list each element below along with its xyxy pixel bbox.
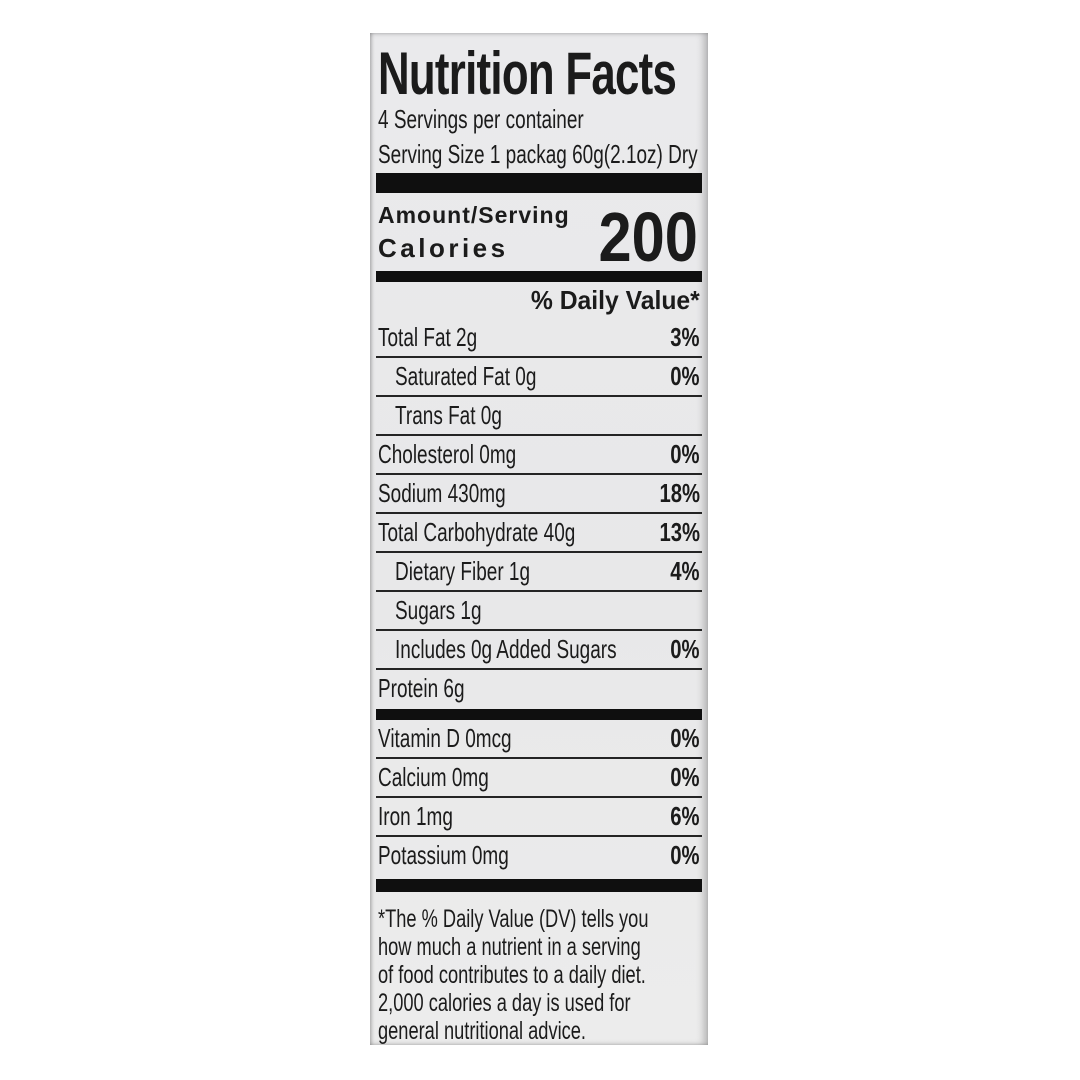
- daily-value-percent: 3%: [670, 322, 700, 352]
- nutrient-row: Dietary Fiber 1g 4%: [376, 553, 702, 592]
- thick-separator-bar: [376, 173, 702, 193]
- daily-value-percent: 13%: [659, 517, 700, 547]
- nutrient-name: Iron 1mg: [378, 801, 453, 831]
- nutrient-name: Saturated Fat 0g: [395, 361, 537, 391]
- daily-value-percent: 0%: [670, 762, 700, 792]
- nutrient-row: Includes 0g Added Sugars 0%: [376, 631, 702, 670]
- daily-value-percent: 0%: [670, 439, 700, 469]
- label-title: Nutrition Facts: [376, 40, 702, 107]
- nutrient-name: Potassium 0mg: [378, 840, 509, 870]
- nutrient-name: Sugars 1g: [395, 595, 482, 625]
- nutrient-name: Dietary Fiber 1g: [395, 556, 531, 586]
- nutrient-row: Potassium 0mg 0%: [376, 837, 702, 876]
- nutrient-row: Vitamin D 0mcg 0%: [376, 720, 702, 759]
- nutrient-row: Saturated Fat 0g 0%: [376, 358, 702, 397]
- daily-value-percent: 0%: [670, 723, 700, 753]
- nutrient-row: Protein 6g: [376, 670, 702, 709]
- nutrient-name: Cholesterol 0mg: [378, 439, 517, 469]
- nutrient-name: Protein 6g: [378, 673, 465, 703]
- nutrient-row: Total Carbohydrate 40g 13%: [376, 514, 702, 553]
- daily-value-header: % Daily Value*: [531, 285, 700, 315]
- daily-value-percent: 18%: [659, 478, 700, 508]
- medium-separator-bar: [376, 709, 702, 720]
- footnote-line: 2,000 calories a day is used for: [378, 989, 631, 1017]
- footnote-line: general nutritional advice.: [378, 1017, 586, 1045]
- nutrient-rows: Total Fat 2g 3% Saturated Fat 0g 0% Trans Fa…: [376, 319, 702, 709]
- nutrient-name: Calcium 0mg: [378, 762, 489, 792]
- footnote-line: of food contributes to a daily diet.: [378, 961, 646, 989]
- label-title-text: Nutrition Facts: [378, 40, 677, 107]
- calories-value: 200: [598, 198, 698, 276]
- footnote-separator-bar: [376, 879, 702, 892]
- daily-value-percent: 0%: [670, 634, 700, 664]
- calories-label: Calories: [378, 233, 509, 263]
- nutrient-name: Vitamin D 0mcg: [378, 723, 512, 753]
- daily-value-percent: 0%: [670, 840, 700, 870]
- nutrient-row: Trans Fat 0g: [376, 397, 702, 436]
- servings-per-container: 4 Servings per container: [378, 104, 584, 134]
- calories-section: Amount/Serving Calories 200: [376, 193, 702, 276]
- daily-value-footnote: *The % Daily Value (DV) tells you how muc…: [376, 905, 702, 1045]
- nutrient-name: Includes 0g Added Sugars: [395, 634, 617, 664]
- nutrient-row: Total Fat 2g 3%: [376, 319, 702, 358]
- daily-value-percent: 4%: [670, 556, 700, 586]
- nutrient-name: Trans Fat 0g: [395, 400, 502, 430]
- nutrition-facts-label: Nutrition Facts 4 Servings per container…: [370, 33, 708, 1045]
- nutrient-row: Calcium 0mg 0%: [376, 759, 702, 798]
- nutrient-row: Sodium 430mg 18%: [376, 475, 702, 514]
- medium-separator-bar: [376, 271, 702, 282]
- footnote-line: how much a nutrient in a serving: [378, 933, 641, 961]
- amount-per-serving-header: Amount/Serving: [378, 202, 570, 228]
- nutrient-name: Total Carbohydrate 40g: [378, 517, 576, 547]
- footnote-line: *The % Daily Value (DV) tells you: [378, 905, 649, 933]
- daily-value-percent: 6%: [670, 801, 700, 831]
- serving-size: Serving Size 1 packag 60g(2.1oz) Dry: [378, 139, 698, 169]
- nutrient-name: Total Fat 2g: [378, 322, 478, 352]
- nutrient-row: Sugars 1g: [376, 592, 702, 631]
- nutrient-name: Sodium 430mg: [378, 478, 506, 508]
- nutrient-row: Iron 1mg 6%: [376, 798, 702, 837]
- nutrient-row: Cholesterol 0mg 0%: [376, 436, 702, 475]
- daily-value-percent: 0%: [670, 361, 700, 391]
- micronutrient-rows: Vitamin D 0mcg 0% Calcium 0mg 0% Iron 1mg 6% P…: [376, 720, 702, 876]
